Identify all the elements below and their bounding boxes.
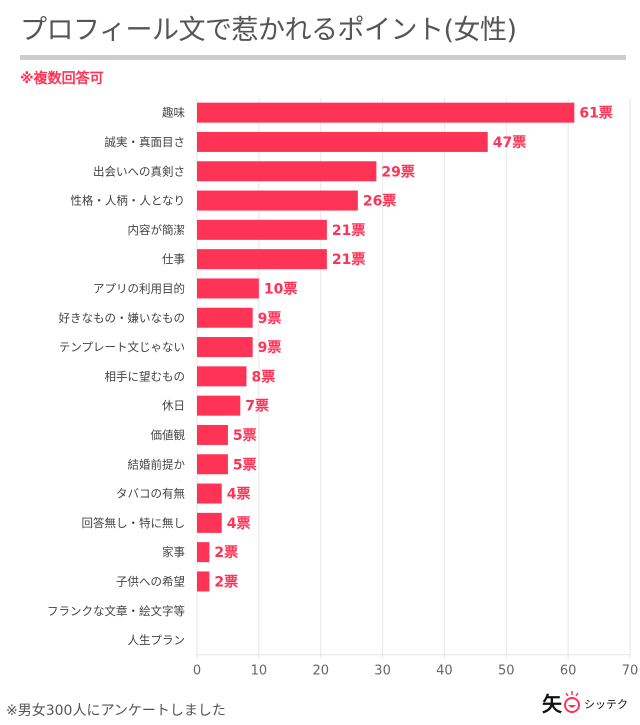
data-label: 4票: [227, 516, 251, 532]
data-label: 61票: [579, 106, 612, 122]
data-label: 26票: [363, 194, 396, 210]
category-label: 相手に望むもの: [105, 369, 186, 383]
bar: [197, 131, 488, 152]
category-label: 誠実・真面目さ: [105, 135, 186, 149]
x-tick-label: 0: [193, 664, 201, 679]
bar: [197, 454, 228, 475]
category-label: 休日: [162, 399, 185, 413]
data-label: 2票: [214, 545, 238, 561]
data-label: 47票: [493, 135, 526, 151]
bar: [197, 249, 327, 270]
data-label: 5票: [233, 457, 257, 473]
bar: [197, 278, 259, 299]
data-label: 21票: [332, 223, 365, 239]
bar: [197, 161, 377, 182]
bar: [197, 424, 228, 445]
category-label: フランクな文章・絵文字等: [47, 604, 185, 618]
bar: [197, 307, 253, 328]
data-label: 2票: [214, 574, 238, 590]
data-label: 9票: [258, 340, 282, 356]
data-label: 21票: [332, 252, 365, 268]
category-label: 子供への希望: [116, 574, 185, 588]
data-label: 9票: [258, 311, 282, 327]
category-label: 価値観: [151, 428, 186, 442]
data-label: 8票: [251, 369, 275, 385]
bar: [197, 542, 210, 563]
bar: [197, 571, 210, 592]
logo: 矢 シッテク: [540, 688, 640, 718]
category-label: 性格・人柄・人となり: [70, 194, 185, 208]
category-label: 回答無し・特に無し: [82, 516, 186, 530]
chart-subtitle: ※複数回答可: [20, 71, 104, 87]
category-label: 内容が簡潔: [128, 223, 186, 237]
data-label: 29票: [381, 164, 414, 180]
bar: [197, 190, 358, 211]
bar: [197, 512, 222, 533]
x-tick-label: 20: [312, 664, 329, 679]
category-label: 結婚前提か: [128, 457, 186, 471]
category-label: タバコの有無: [116, 487, 185, 501]
title-divider: [20, 55, 626, 60]
x-tick-label: 60: [560, 664, 577, 679]
footnote: ※男女300人にアンケートしました: [6, 703, 226, 719]
category-label: アプリの利用目的: [93, 281, 185, 295]
x-tick-label: 30: [374, 664, 391, 679]
bar: [197, 102, 575, 123]
logo-kanji: 矢: [542, 692, 562, 716]
category-label: 趣味: [162, 106, 185, 120]
bar: [197, 366, 247, 387]
data-label: 10票: [264, 281, 297, 297]
data-label: 5票: [233, 428, 257, 444]
category-label: 人生プラン: [128, 633, 186, 647]
chart-title: プロフィール文で惹かれるポイント(女性): [20, 15, 517, 46]
smiley-icon: [564, 691, 580, 713]
data-label: 4票: [227, 487, 251, 503]
category-label: 家事: [162, 545, 185, 559]
x-tick-label: 70: [622, 664, 639, 679]
bar: [197, 337, 253, 358]
category-label: 仕事: [162, 252, 185, 266]
bar: [197, 395, 241, 416]
category-label: 出会いへの真剣さ: [93, 164, 185, 178]
bar: [197, 219, 327, 240]
category-label: 好きなもの・嫌いなもの: [59, 311, 186, 325]
x-tick-label: 10: [251, 664, 268, 679]
x-tick-label: 50: [498, 664, 515, 679]
logo-text: シッテク: [584, 698, 628, 711]
bar: [197, 483, 222, 504]
data-label: 7票: [245, 399, 269, 415]
x-tick-label: 40: [436, 664, 453, 679]
category-label: テンプレート文じゃない: [59, 340, 185, 354]
